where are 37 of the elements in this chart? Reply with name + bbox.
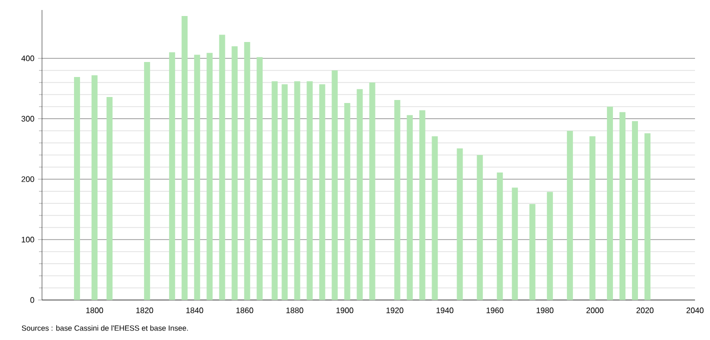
- bar: [294, 81, 300, 300]
- bar: [529, 204, 536, 300]
- bar: [169, 52, 176, 300]
- bar: [546, 192, 553, 300]
- bar: [74, 77, 80, 300]
- bar: [432, 136, 438, 300]
- bar: [606, 106, 613, 300]
- bar: [644, 133, 650, 300]
- bar: [232, 46, 238, 300]
- bar: [456, 148, 463, 300]
- bar: [272, 81, 278, 300]
- bar: [406, 115, 413, 300]
- bar: [394, 100, 400, 300]
- bar: [92, 75, 98, 300]
- bar: [106, 97, 113, 300]
- bar: [306, 81, 313, 300]
- bar: [182, 16, 188, 300]
- bar: [194, 54, 200, 300]
- bar: [219, 34, 226, 300]
- bar: [356, 89, 363, 300]
- bar: [282, 84, 288, 300]
- bar: [244, 42, 250, 300]
- bar: [512, 188, 518, 300]
- bar: [476, 155, 483, 300]
- bar: [632, 121, 638, 300]
- bar: [319, 84, 326, 300]
- bar: [256, 57, 263, 300]
- bar: [206, 52, 213, 300]
- bar: [144, 62, 150, 300]
- bar: [566, 130, 573, 300]
- bar: [332, 70, 338, 300]
- bar: [369, 82, 376, 300]
- bar: [419, 110, 426, 300]
- bar: [619, 112, 626, 300]
- bar: [496, 172, 503, 300]
- bar: [589, 136, 596, 300]
- bar: [344, 103, 350, 300]
